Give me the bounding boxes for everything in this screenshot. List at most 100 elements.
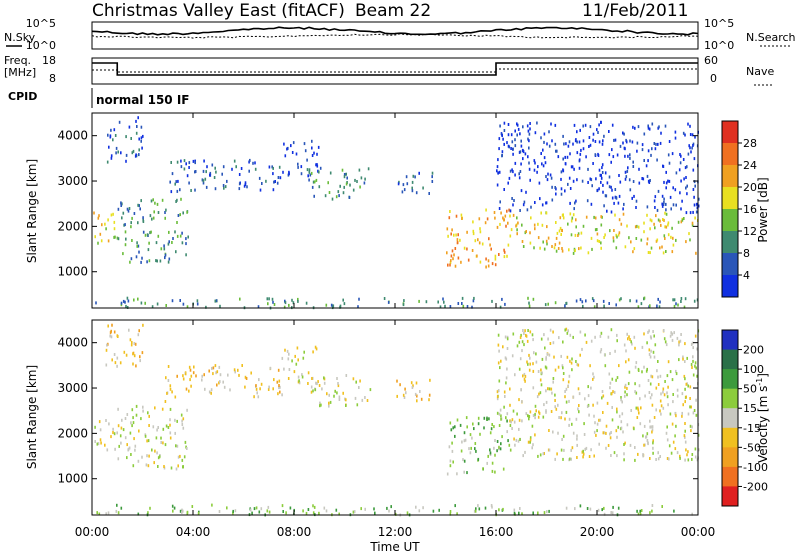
power-cell xyxy=(202,169,205,173)
power-cell xyxy=(156,302,159,306)
velocity-cell xyxy=(637,406,639,410)
velocity-cell xyxy=(696,374,698,378)
velocity-cell xyxy=(396,394,398,398)
power-cell xyxy=(472,229,475,233)
power-cell xyxy=(618,298,621,302)
velocity-cell xyxy=(692,346,694,350)
power-cell xyxy=(537,222,539,226)
velocity-cell xyxy=(601,396,603,400)
power-cell xyxy=(596,228,598,231)
power-cell xyxy=(248,169,250,173)
power-cell xyxy=(534,161,536,165)
power-cell xyxy=(595,177,597,181)
velocity-cell xyxy=(301,375,304,379)
velocity-cell xyxy=(673,331,675,335)
velocity-cell xyxy=(260,382,263,386)
power-cell xyxy=(125,304,127,308)
power-cell xyxy=(127,299,130,303)
velocity-cell xyxy=(152,425,155,429)
power-cell xyxy=(608,153,611,157)
velocity-cell xyxy=(630,409,632,412)
power-cell xyxy=(286,147,288,151)
power-cell xyxy=(527,137,529,141)
power-cell xyxy=(520,139,522,143)
velocity-cell xyxy=(685,395,687,399)
velocity-cell xyxy=(219,373,222,377)
power-cell xyxy=(171,299,174,303)
velocity-cell xyxy=(110,435,112,439)
velocity-cell xyxy=(661,505,663,508)
power-cell xyxy=(693,157,696,161)
power-cell xyxy=(600,120,602,124)
power-cell xyxy=(180,159,182,163)
velocity-cell xyxy=(106,448,109,452)
velocity-cell xyxy=(515,438,518,442)
power-cell xyxy=(487,259,490,263)
velocity-cell xyxy=(164,400,167,403)
velocity-cell xyxy=(132,352,134,356)
velocity-cell xyxy=(694,334,697,338)
power-cell xyxy=(138,153,140,157)
power-cell xyxy=(176,234,179,238)
velocity-cell xyxy=(511,354,514,358)
velocity-cell xyxy=(676,451,679,455)
velocity-cell xyxy=(487,454,489,458)
power-cell xyxy=(411,186,413,190)
power-cell xyxy=(613,201,615,205)
power-cell xyxy=(133,298,135,302)
velocity-cell xyxy=(655,386,658,390)
power-cell xyxy=(274,180,276,183)
power-cell xyxy=(383,297,386,300)
power-cell xyxy=(505,224,507,228)
velocity-cell xyxy=(182,417,185,421)
velocity-cell xyxy=(450,428,453,432)
velocity-cell xyxy=(680,333,682,336)
power-cell xyxy=(664,124,667,128)
velocity-cell xyxy=(216,383,218,387)
velocity-cell xyxy=(132,416,134,420)
velocity-cell xyxy=(597,508,600,512)
power-cell xyxy=(224,185,227,189)
velocity-cell xyxy=(550,387,553,391)
velocity-cell xyxy=(111,358,113,362)
power-cell xyxy=(638,181,641,185)
power-cell xyxy=(695,251,697,255)
velocity-cell xyxy=(657,360,659,363)
power-cell xyxy=(144,233,147,237)
power-cell xyxy=(677,303,679,307)
power-cell xyxy=(317,145,320,149)
power-cell xyxy=(235,165,237,169)
power-cell xyxy=(655,142,657,146)
power-cell xyxy=(629,153,631,157)
velocity-cell xyxy=(671,338,674,342)
velocity-cell xyxy=(609,386,611,390)
power-cell xyxy=(497,158,499,162)
velocity-cell xyxy=(147,511,149,515)
power-cell xyxy=(348,196,351,199)
velocity-cell xyxy=(449,464,452,468)
power-cell xyxy=(120,301,123,305)
velocity-cell xyxy=(694,364,696,368)
power-cell xyxy=(533,246,535,250)
velocity-cell xyxy=(302,509,304,513)
power-cell xyxy=(131,216,133,220)
velocity-cell xyxy=(482,467,484,471)
power-cell xyxy=(177,214,180,217)
power-cell xyxy=(540,211,542,215)
freq-panel: Freq. [MHz] 18 8 60 0 Nave xyxy=(4,54,774,86)
power-cell xyxy=(622,212,625,216)
power-cell xyxy=(554,243,557,247)
velocity-cell xyxy=(105,363,108,367)
power-cell xyxy=(335,195,338,199)
velocity-cell xyxy=(687,384,689,388)
velocity-cell xyxy=(605,431,607,435)
power-cell xyxy=(308,178,310,182)
velocity-cell xyxy=(294,354,296,358)
power-cell xyxy=(627,166,629,170)
velocity-cell xyxy=(695,398,697,402)
power-cell xyxy=(657,142,659,146)
velocity-cell xyxy=(531,446,533,450)
velocity-cell xyxy=(692,355,694,359)
power-cell xyxy=(551,198,554,202)
